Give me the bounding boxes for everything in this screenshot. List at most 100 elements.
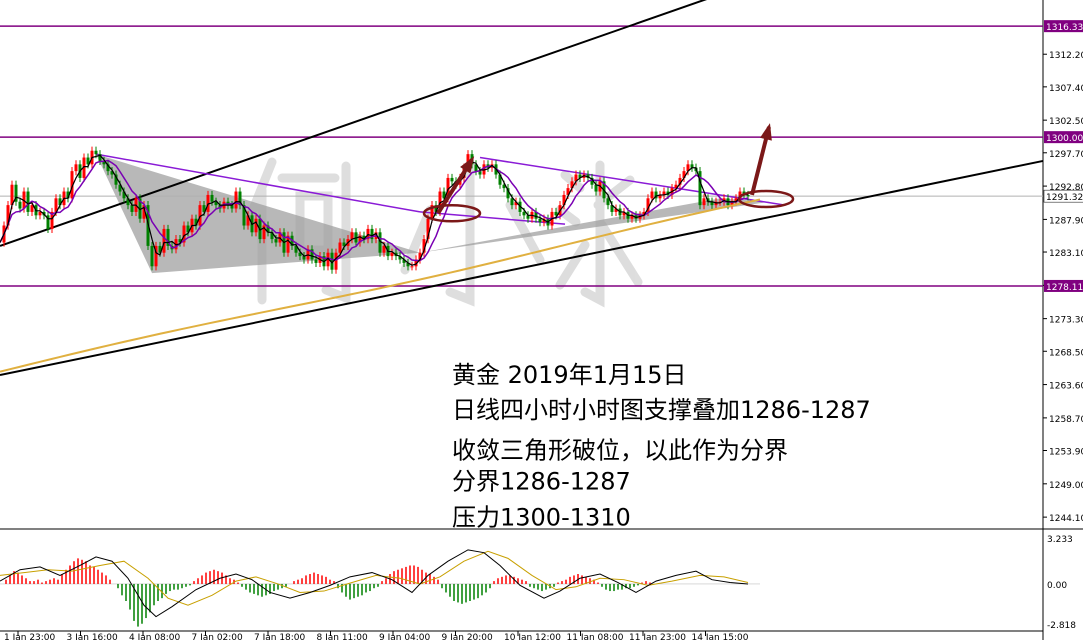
candle-body — [514, 201, 518, 206]
candle-body — [570, 181, 574, 189]
candle-body — [406, 262, 410, 267]
candle-body — [362, 235, 366, 240]
candle-body — [674, 184, 678, 189]
macd-tick-label: 0.00 — [1047, 581, 1067, 591]
candle-body — [350, 232, 354, 240]
candle-body — [622, 211, 626, 216]
macd-signal-line — [0, 550, 749, 606]
annotation-line-2: 日线四小时小时图支撑叠加1286-1287 — [452, 396, 871, 424]
candle-body — [58, 198, 62, 206]
candle-body — [358, 235, 362, 243]
candle-body — [162, 228, 166, 253]
candle-body — [702, 198, 706, 206]
candle-body — [734, 198, 738, 202]
candle-body — [54, 198, 58, 212]
arrow-head — [460, 156, 475, 174]
candle-body — [510, 198, 514, 206]
candle-body — [398, 256, 402, 260]
triangle2-upper-edge — [479, 156, 786, 206]
time-tick-label: 10 Jan 12:00 — [504, 633, 561, 640]
candle-body — [66, 191, 70, 199]
candle-body — [30, 205, 34, 212]
channel-upper-line — [0, 0, 708, 247]
candle-body — [114, 174, 118, 185]
price-tick-label: 1307.40 — [1049, 84, 1083, 94]
current-price-label: 1291.32 — [1046, 193, 1083, 203]
candle-body — [686, 164, 690, 172]
candle-body — [606, 198, 610, 206]
candle-body — [574, 174, 578, 182]
candle-body — [738, 191, 742, 199]
candle-body — [238, 191, 242, 206]
candle-body — [710, 201, 714, 206]
price-tick-label: 1287.90 — [1049, 216, 1083, 226]
candle-body — [562, 194, 566, 206]
level-tag — [1044, 279, 1083, 292]
candle-body — [266, 225, 270, 233]
candle-body — [414, 259, 418, 267]
candle-body — [158, 245, 162, 253]
candle-body — [166, 228, 170, 246]
time-tick-label: 3 Jan 16:00 — [67, 633, 119, 640]
candle-body — [502, 184, 506, 189]
candle-body — [26, 191, 30, 212]
price-tick-label: 1312.20 — [1049, 51, 1083, 61]
candle-body — [378, 232, 382, 253]
candle-body — [202, 205, 206, 212]
candle-body — [526, 215, 530, 219]
candle-body — [286, 235, 290, 253]
candle-body — [186, 225, 190, 233]
candle-body — [154, 245, 158, 267]
candle-body — [310, 249, 314, 260]
candle-body — [426, 218, 430, 240]
price-tick-label: 1273.30 — [1049, 316, 1083, 326]
candle-body — [182, 225, 186, 243]
highlight-circle-1 — [422, 204, 482, 223]
ma-fast-line — [0, 154, 749, 266]
candle-body — [38, 211, 42, 216]
price-tick-label: 1258.70 — [1049, 415, 1083, 425]
time-tick-label: 1 Jan 23:00 — [4, 633, 56, 640]
triangle-shading — [420, 198, 770, 253]
candle-body — [706, 198, 710, 202]
time-tick-label: 14 Jan 15:00 — [692, 633, 749, 640]
breakout-arrow-2 — [750, 123, 772, 196]
candle-body — [730, 201, 734, 206]
time-tick-label: 7 Jan 02:00 — [192, 633, 244, 640]
candle-body — [446, 177, 450, 199]
candle-body — [194, 218, 198, 226]
candle-body — [658, 194, 662, 199]
candle-body — [594, 184, 598, 192]
time-tick-label: 7 Jan 18:00 — [254, 633, 306, 640]
time-tick-label: 9 Jan 04:00 — [379, 633, 431, 640]
time-tick-label: 11 Jan 23:00 — [629, 633, 686, 640]
candle-body — [246, 215, 250, 226]
candle-body — [590, 177, 594, 185]
candle-body — [270, 232, 274, 240]
candle-body — [390, 252, 394, 257]
candle-body — [370, 228, 374, 240]
candle-body — [382, 245, 386, 253]
candle-body — [434, 205, 438, 212]
candle-body — [294, 245, 298, 253]
price-tick-label: 1244.10 — [1049, 514, 1083, 524]
candle-body — [654, 191, 658, 199]
annotation-text: 黄金 2019年1月15日 日线四小时小时图支撑叠加1286-1287 收敛三角… — [452, 361, 871, 532]
candle-body — [94, 150, 98, 155]
candle-body — [314, 259, 318, 263]
breakout-arrow-1 — [436, 156, 475, 215]
macd-tick-label: 3.233 — [1047, 535, 1073, 545]
candle-body — [10, 184, 14, 206]
candle-body — [18, 201, 22, 209]
candle-body — [342, 242, 346, 246]
price-tick-label: 1263.60 — [1049, 382, 1083, 392]
macd-axis: 3.233 0.00 -2.818 — [1047, 535, 1076, 631]
candle-body — [438, 191, 442, 212]
candle-body — [130, 205, 134, 212]
candle-body — [682, 171, 686, 178]
candle-body — [746, 194, 750, 197]
